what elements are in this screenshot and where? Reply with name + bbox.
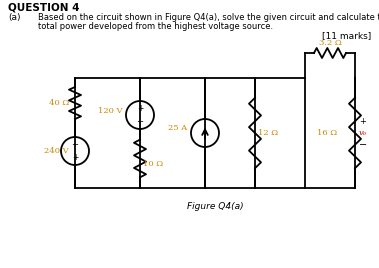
Text: −: − [136, 117, 144, 126]
Text: vₒ: vₒ [359, 129, 367, 137]
Text: 16 Ω: 16 Ω [317, 129, 337, 137]
Text: 120 V: 120 V [97, 107, 122, 115]
Text: Figure Q4(a): Figure Q4(a) [187, 202, 243, 211]
Text: Based on the circuit shown in Figure Q4(a), solve the given circuit and calculat: Based on the circuit shown in Figure Q4(… [38, 13, 379, 22]
Text: −: − [359, 140, 367, 150]
Text: +: + [72, 153, 78, 162]
Text: 40 Ω: 40 Ω [49, 99, 69, 107]
Text: +: + [359, 117, 366, 125]
Text: (a): (a) [8, 13, 20, 22]
Text: +: + [137, 104, 143, 113]
Text: QUESTION 4: QUESTION 4 [8, 2, 80, 12]
Text: total power developed from the highest voltage source.: total power developed from the highest v… [38, 22, 273, 31]
Text: [11 marks]: [11 marks] [322, 31, 371, 40]
Text: 3.2 Ω: 3.2 Ω [319, 39, 341, 47]
Text: 10 Ω: 10 Ω [143, 159, 163, 168]
Text: 240 V: 240 V [44, 147, 69, 155]
Text: 12 Ω: 12 Ω [258, 129, 278, 137]
Text: 25 A: 25 A [168, 124, 187, 132]
Text: −: − [72, 140, 78, 149]
